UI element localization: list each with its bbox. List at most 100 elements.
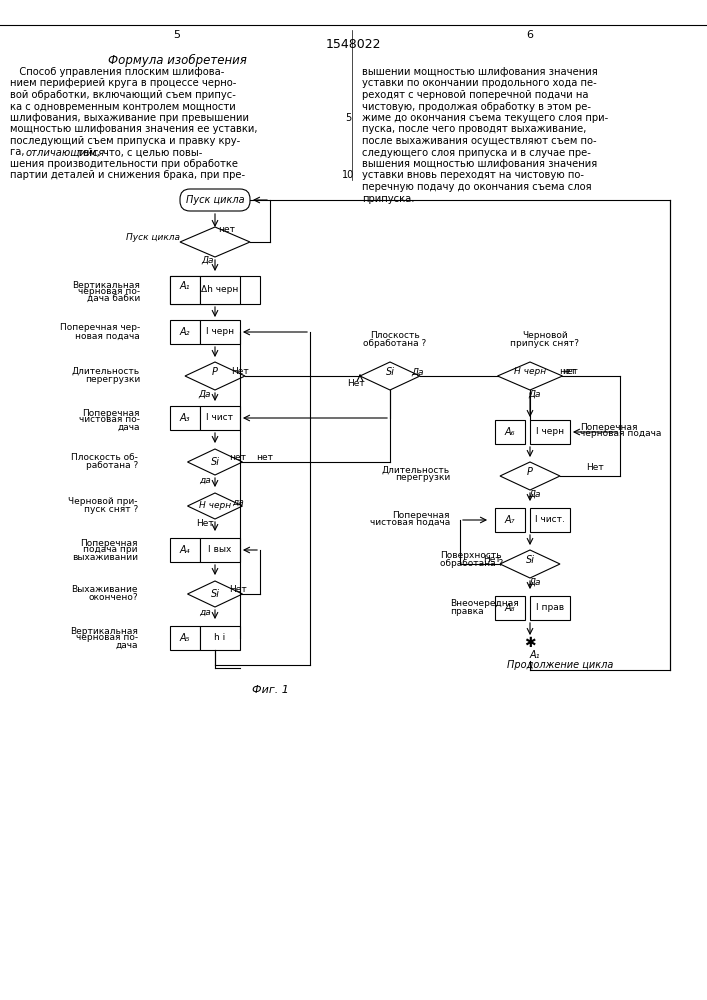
Polygon shape bbox=[187, 581, 243, 607]
Text: окончено?: окончено? bbox=[88, 592, 138, 601]
Text: Нет: Нет bbox=[231, 367, 249, 376]
Text: новая подача: новая подача bbox=[75, 332, 140, 340]
FancyBboxPatch shape bbox=[200, 538, 240, 562]
Text: пуск снят ?: пуск снят ? bbox=[83, 504, 138, 514]
Text: l черн: l черн bbox=[206, 328, 234, 336]
FancyBboxPatch shape bbox=[200, 406, 240, 430]
Text: да: да bbox=[199, 476, 211, 485]
Text: 5: 5 bbox=[345, 113, 351, 123]
Text: Δh черн: Δh черн bbox=[201, 286, 239, 294]
Text: 10: 10 bbox=[342, 170, 354, 180]
Text: Нет: Нет bbox=[586, 464, 604, 473]
Text: A₅: A₅ bbox=[180, 633, 190, 643]
Text: шлифования, выхаживание при превышении: шлифования, выхаживание при превышении bbox=[10, 113, 249, 123]
FancyBboxPatch shape bbox=[170, 626, 200, 650]
Text: выхаживании: выхаживании bbox=[72, 552, 138, 562]
Polygon shape bbox=[185, 362, 245, 390]
Text: Черновой при-: Черновой при- bbox=[69, 496, 138, 506]
Text: Поперечная: Поперечная bbox=[83, 408, 140, 418]
Text: A₄: A₄ bbox=[180, 545, 190, 555]
Text: нет: нет bbox=[218, 226, 235, 234]
FancyBboxPatch shape bbox=[530, 420, 570, 444]
Text: Пуск цикла: Пуск цикла bbox=[186, 195, 245, 205]
Text: 1548022: 1548022 bbox=[325, 38, 381, 51]
Text: черновая по-: черновая по- bbox=[76, 634, 138, 643]
Text: дача: дача bbox=[115, 641, 138, 650]
Text: A₆: A₆ bbox=[505, 427, 515, 437]
Text: Вертикальная: Вертикальная bbox=[72, 280, 140, 290]
Text: черновая по-: черновая по- bbox=[78, 288, 140, 296]
FancyBboxPatch shape bbox=[200, 626, 240, 650]
Text: l прав: l прав bbox=[536, 603, 564, 612]
Text: A₈: A₈ bbox=[505, 603, 515, 613]
Text: Н черн: Н черн bbox=[514, 367, 546, 376]
Text: следующего слоя припуска и в случае пре-: следующего слоя припуска и в случае пре- bbox=[362, 147, 591, 157]
Polygon shape bbox=[180, 227, 250, 257]
Text: Поверхность: Поверхность bbox=[440, 552, 502, 560]
Text: чистовая подача: чистовая подача bbox=[370, 518, 450, 526]
Text: нет: нет bbox=[559, 367, 576, 376]
Text: да: да bbox=[232, 497, 244, 506]
Text: l черн: l черн bbox=[536, 428, 564, 436]
Text: A₁: A₁ bbox=[180, 281, 190, 291]
Text: пуска, после чего проводят выхаживание,: пуска, после чего проводят выхаживание, bbox=[362, 124, 586, 134]
Text: чистовая по-: чистовая по- bbox=[79, 416, 140, 424]
Text: Формула изобретения: Формула изобретения bbox=[107, 53, 247, 67]
FancyBboxPatch shape bbox=[170, 276, 260, 304]
Text: вышения мощностью шлифования значения: вышения мощностью шлифования значения bbox=[362, 159, 597, 169]
Text: подача при: подача при bbox=[83, 546, 138, 554]
Text: Нет: Нет bbox=[483, 556, 501, 564]
Text: жиме до окончания съема текущего слоя при-: жиме до окончания съема текущего слоя пр… bbox=[362, 113, 608, 123]
Polygon shape bbox=[187, 493, 243, 519]
Text: да: да bbox=[199, 607, 211, 616]
Text: нием периферией круга в процессе черно-: нием периферией круга в процессе черно- bbox=[10, 79, 236, 89]
Text: дача бабки: дача бабки bbox=[87, 294, 140, 304]
FancyBboxPatch shape bbox=[200, 276, 240, 304]
Text: после выхаживания осуществляют съем по-: после выхаживания осуществляют съем по- bbox=[362, 136, 597, 146]
Text: партии деталей и снижения брака, при пре-: партии деталей и снижения брака, при пре… bbox=[10, 170, 245, 180]
FancyBboxPatch shape bbox=[495, 596, 525, 620]
Text: Продолжение цикла: Продолжение цикла bbox=[507, 660, 613, 670]
Text: Нет: Нет bbox=[347, 379, 365, 388]
Text: шения производительности при обработке: шения производительности при обработке bbox=[10, 159, 238, 169]
Text: 6: 6 bbox=[527, 30, 534, 40]
Text: уставки по окончании продольного хода пе-: уставки по окончании продольного хода пе… bbox=[362, 79, 597, 89]
Polygon shape bbox=[360, 362, 420, 390]
Text: Плоскость: Плоскость bbox=[370, 332, 420, 340]
Text: нет: нет bbox=[562, 367, 578, 376]
Text: Вертикальная: Вертикальная bbox=[70, 626, 138, 636]
Polygon shape bbox=[498, 362, 563, 390]
Text: правка: правка bbox=[450, 607, 484, 616]
Text: A₁: A₁ bbox=[530, 650, 540, 660]
FancyBboxPatch shape bbox=[200, 320, 240, 344]
Text: P: P bbox=[212, 367, 218, 377]
Text: Поперечная чер-: Поперечная чер- bbox=[60, 324, 140, 332]
Text: h i: h i bbox=[214, 634, 226, 643]
FancyBboxPatch shape bbox=[170, 406, 200, 430]
Text: Да: Да bbox=[529, 578, 542, 586]
Text: тем, что, с целью повы-: тем, что, с целью повы- bbox=[74, 147, 202, 157]
Text: 5: 5 bbox=[173, 30, 180, 40]
Text: Да: Да bbox=[529, 389, 542, 398]
Text: l чист.: l чист. bbox=[535, 516, 565, 524]
Text: l чист: l чист bbox=[206, 414, 233, 422]
FancyBboxPatch shape bbox=[170, 538, 200, 562]
Text: Длительность: Длительность bbox=[72, 366, 140, 375]
FancyBboxPatch shape bbox=[530, 596, 570, 620]
Text: вышении мощностью шлифования значения: вышении мощностью шлифования значения bbox=[362, 67, 597, 77]
Text: Нет: Нет bbox=[229, 585, 247, 594]
Text: A₇: A₇ bbox=[505, 515, 515, 525]
Text: Да: Да bbox=[201, 255, 214, 264]
FancyBboxPatch shape bbox=[530, 508, 570, 532]
Text: дача: дача bbox=[117, 422, 140, 432]
Polygon shape bbox=[187, 449, 243, 475]
Text: Нет: Нет bbox=[196, 520, 214, 528]
Text: Длительность: Длительность bbox=[382, 466, 450, 475]
Text: A₃: A₃ bbox=[180, 413, 190, 423]
Text: ка с одновременным контролем мощности: ка с одновременным контролем мощности bbox=[10, 102, 235, 111]
Text: Да: Да bbox=[411, 367, 424, 376]
Text: Да: Да bbox=[199, 389, 211, 398]
Text: обработана ?: обработана ? bbox=[440, 560, 503, 568]
FancyBboxPatch shape bbox=[170, 320, 200, 344]
FancyBboxPatch shape bbox=[180, 189, 250, 211]
